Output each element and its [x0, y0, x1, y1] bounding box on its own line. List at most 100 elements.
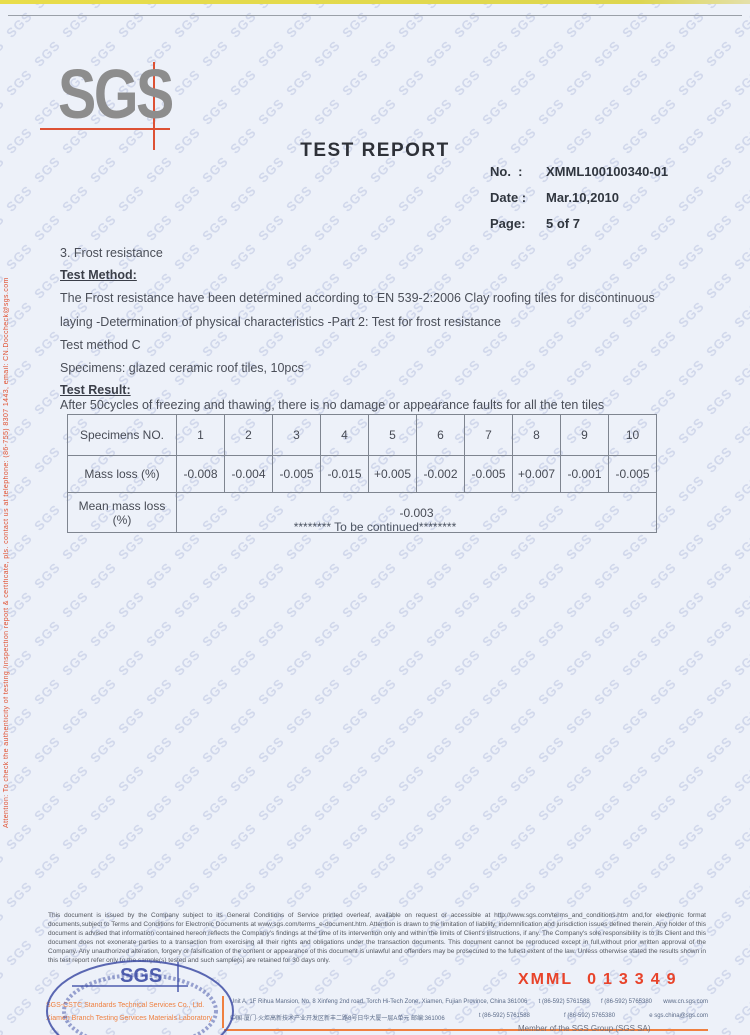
mean-label-cell: Mean mass loss (%): [67, 492, 177, 533]
website-url: www.cn.sgs.com: [663, 999, 708, 1005]
sgs-watermark: SGS: [115, 820, 148, 853]
sgs-watermark: SGS: [507, 646, 540, 679]
sgs-watermark: SGS: [339, 762, 372, 795]
sgs-watermark: SGS: [563, 8, 596, 41]
mass-loss-label-cell: Mass loss (%): [67, 455, 177, 493]
sgs-watermark: SGS: [535, 791, 568, 824]
specimen-number-cell: 5: [368, 414, 417, 456]
sgs-watermark: SGS: [451, 878, 484, 911]
sgs-watermark: SGS: [199, 733, 232, 766]
sgs-watermark: SGS: [703, 849, 736, 882]
sgs-watermark: SGS: [311, 327, 344, 360]
sgs-watermark: SGS: [339, 704, 372, 737]
sgs-watermark: SGS: [591, 791, 624, 824]
authenticity-attention-note: Attention: To check the authenticity of …: [3, 277, 10, 828]
company-stamp: SGS: [46, 960, 234, 1035]
sgs-watermark: SGS: [479, 675, 512, 708]
sgs-watermark: SGS: [675, 240, 708, 273]
sgs-watermark: SGS: [647, 675, 680, 708]
sgs-watermark: SGS: [591, 733, 624, 766]
sgs-watermark: SGS: [31, 327, 64, 360]
mass-loss-value-cell: +0.005: [368, 455, 417, 493]
sgs-watermark: SGS: [731, 588, 750, 621]
sgs-watermark: SGS: [451, 530, 484, 563]
sgs-watermark: SGS: [283, 588, 316, 621]
sgs-watermark: SGS: [367, 95, 400, 128]
sgs-watermark: SGS: [451, 762, 484, 795]
sgs-watermark: SGS: [395, 878, 428, 911]
sgs-watermark: SGS: [255, 95, 288, 128]
sgs-watermark: SGS: [0, 95, 8, 128]
sgs-watermark: SGS: [227, 704, 260, 737]
mass-loss-row: Mass loss (%) -0.008 -0.004 -0.005 -0.015 +0…: [67, 455, 657, 493]
sgs-watermark: SGS: [59, 704, 92, 737]
sgs-watermark: SGS: [591, 37, 624, 70]
sgs-watermark: SGS: [479, 733, 512, 766]
specimen-number-cell: 4: [320, 414, 369, 456]
sgs-watermark: SGS: [619, 8, 652, 41]
sgs-watermark: SGS: [731, 530, 750, 563]
sgs-watermark: SGS: [647, 95, 680, 128]
fax-english: f (86-592) 5765380: [600, 999, 653, 1005]
sgs-watermark: SGS: [199, 791, 232, 824]
sgs-watermark: SGS: [479, 791, 512, 824]
sgs-watermark: SGS: [507, 530, 540, 563]
sgs-watermark: SGS: [87, 849, 120, 882]
sgs-watermark: SGS: [339, 66, 372, 99]
sgs-watermark: SGS: [283, 820, 316, 853]
sgs-watermark: SGS: [59, 820, 92, 853]
sgs-watermark: SGS: [87, 733, 120, 766]
sgs-watermark: SGS: [31, 211, 64, 244]
company-name-line-2: Xiamen Branch Testing Services Materials…: [46, 1015, 213, 1022]
sgs-watermark: SGS: [283, 240, 316, 273]
sgs-watermark: SGS: [703, 965, 736, 998]
mass-loss-value-cell: -0.001: [560, 455, 609, 493]
sgs-watermark: SGS: [731, 704, 750, 737]
sgs-watermark: SGS: [311, 95, 344, 128]
sgs-watermark: SGS: [311, 617, 344, 650]
sgs-watermark: SGS: [227, 646, 260, 679]
sgs-watermark: SGS: [451, 66, 484, 99]
sgs-watermark: SGS: [423, 559, 456, 592]
sgs-watermark: SGS: [31, 733, 64, 766]
sgs-watermark: SGS: [563, 588, 596, 621]
results-table: Specimens NO. 1 2 3 4 5 6 7 8 9 10 Mass loss (%) …: [67, 414, 657, 533]
sgs-watermark: SGS: [731, 936, 750, 969]
sgs-watermark: SGS: [479, 327, 512, 360]
mean-value-cell: -0.003: [176, 492, 657, 533]
sgs-watermark: SGS: [31, 443, 64, 476]
sgs-watermark: SGS: [339, 240, 372, 273]
report-page-label: Page:: [490, 216, 526, 231]
sgs-watermark: SGS: [115, 182, 148, 215]
sgs-watermark: SGS: [59, 530, 92, 563]
sgs-watermark: SGS: [311, 675, 344, 708]
specimen-number-cell: 9: [560, 414, 609, 456]
sgs-watermark: SGS: [423, 617, 456, 650]
method-text-line-2: laying -Determination of physical charac…: [60, 315, 501, 329]
sgs-watermark: SGS: [199, 327, 232, 360]
sgs-watermark: SGS: [367, 733, 400, 766]
sgs-watermark: SGS: [311, 733, 344, 766]
sgs-watermark: SGS: [255, 849, 288, 882]
sgs-watermark: SGS: [451, 182, 484, 215]
sgs-watermark: SGS: [311, 559, 344, 592]
sgs-watermark: SGS: [591, 849, 624, 882]
address-row-english: Unit A, 1F Rihua Mansion, No. 8 Xinfeng …: [230, 999, 708, 1005]
sgs-watermark: SGS: [675, 878, 708, 911]
scan-edge-strip: [0, 0, 750, 4]
sgs-watermark: SGS: [731, 820, 750, 853]
sgs-watermark: SGS: [619, 356, 652, 389]
sgs-watermark: SGS: [591, 95, 624, 128]
address-english: Unit A, 1F Rihua Mansion, No. 8 Xinfeng …: [230, 999, 528, 1005]
specimens-line: Specimens: glazed ceramic roof tiles, 10…: [60, 361, 304, 375]
sgs-watermark: SGS: [31, 675, 64, 708]
sgs-watermark: SGS: [283, 66, 316, 99]
sgs-watermark: SGS: [703, 733, 736, 766]
sgs-watermark: SGS: [535, 95, 568, 128]
sgs-watermark: SGS: [647, 791, 680, 824]
sgs-watermark: SGS: [339, 646, 372, 679]
sgs-watermark: SGS: [283, 8, 316, 41]
footer-vertical-divider: [222, 996, 224, 1028]
sgs-watermark: SGS: [31, 617, 64, 650]
mass-loss-value-cell: -0.015: [320, 455, 369, 493]
